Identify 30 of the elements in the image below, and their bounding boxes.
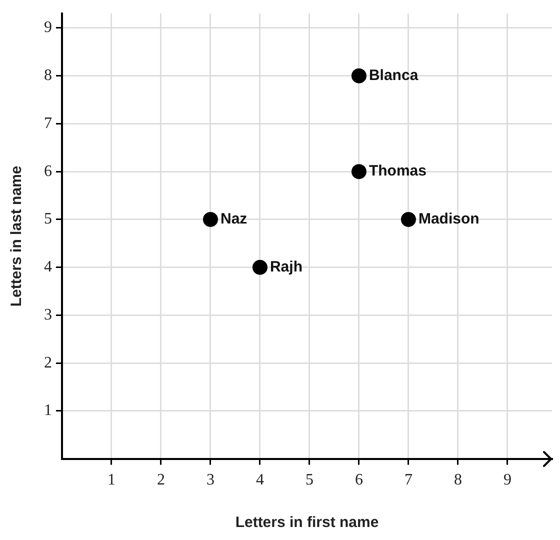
x-axis-title: Letters in first name (235, 514, 379, 532)
point (351, 164, 366, 180)
x-tick-label: 6 (354, 472, 363, 489)
x-tick-label: 5 (305, 472, 314, 489)
y-tick-label: 4 (44, 258, 52, 276)
x-tick-label: 8 (454, 472, 462, 489)
y-tick-label: 5 (44, 210, 52, 228)
point (202, 212, 218, 227)
x-tick-label: 7 (404, 472, 412, 489)
y-tick-label: 6 (44, 162, 52, 180)
y-tick-label: 8 (44, 67, 52, 84)
annotation: Thomas (368, 162, 426, 180)
y-tick-label: 7 (44, 114, 52, 132)
point (252, 260, 268, 275)
x-tick-label: 2 (156, 472, 165, 489)
x-tick-label: 4 (256, 472, 264, 489)
y-tick-label: 1 (44, 402, 52, 420)
point (400, 212, 416, 227)
annotation: Blanca (368, 66, 419, 84)
x-tick-label: 9 (503, 472, 512, 489)
x-tick-label: 3 (206, 472, 214, 489)
x-tick-label: 1 (107, 472, 116, 489)
annotation: Rajh (270, 258, 302, 276)
point (351, 68, 366, 84)
y-tick-label: 2 (44, 354, 52, 372)
annotation: Madison (418, 210, 480, 228)
annotation: Naz (220, 210, 248, 228)
y-tick-label: 3 (44, 306, 52, 324)
y-axis-title: Letters in last name (8, 166, 26, 307)
y-tick-label: 9 (44, 19, 52, 36)
